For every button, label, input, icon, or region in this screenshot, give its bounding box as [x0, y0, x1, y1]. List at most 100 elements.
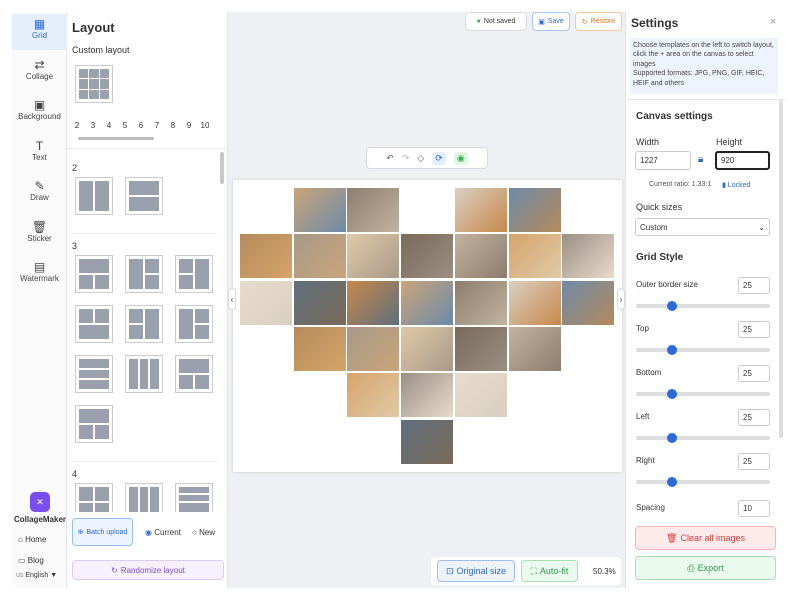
photo[interactable] [293, 234, 346, 279]
nav-item[interactable]: 🗑︎ Sticker [12, 217, 67, 253]
field-input[interactable]: 25 [738, 453, 770, 470]
layout-thumb[interactable] [75, 355, 113, 393]
photo[interactable] [240, 280, 292, 325]
photo[interactable] [347, 234, 400, 279]
photo[interactable] [401, 280, 454, 325]
next-arrow[interactable]: › [617, 288, 625, 310]
clear-all-button[interactable]: 🗑︎ Clear all images [635, 526, 776, 550]
lock-icon[interactable]: 🔒︎ [698, 154, 704, 165]
radio-new[interactable]: ○ New [192, 528, 216, 537]
field-label: Bottom [636, 368, 662, 377]
count-tab[interactable]: 9 [186, 121, 192, 130]
layout-thumb[interactable] [175, 255, 213, 293]
count-tab[interactable]: 2 [74, 121, 80, 130]
layout-thumb[interactable] [75, 405, 113, 443]
count-tab[interactable]: 8 [170, 121, 176, 130]
slider-knob[interactable] [667, 389, 677, 399]
prev-arrow[interactable]: ‹ [228, 288, 236, 310]
photo[interactable] [454, 373, 507, 418]
photo[interactable] [454, 234, 507, 279]
custom-thumb[interactable] [75, 65, 113, 103]
photo[interactable] [401, 234, 454, 279]
height-input[interactable]: 920 [715, 151, 770, 170]
preview-button[interactable]: ◉ [453, 151, 468, 165]
original-size-button[interactable]: ⊡ Original size [437, 560, 515, 582]
slider-track [636, 304, 770, 308]
layout-thumb[interactable] [125, 355, 163, 393]
photo[interactable] [454, 188, 507, 232]
count-tab[interactable]: 4 [106, 121, 112, 130]
photo[interactable] [293, 280, 346, 325]
photo[interactable] [293, 188, 346, 232]
quick-size-select[interactable]: Custom ⌄ [635, 218, 770, 236]
field-input[interactable]: 25 [738, 409, 770, 426]
nav-item[interactable]: ⇄ Collage [12, 55, 67, 91]
photo[interactable] [508, 326, 561, 371]
slider-knob[interactable] [667, 345, 677, 355]
slider-knob[interactable] [667, 433, 677, 443]
field-input[interactable]: 25 [738, 277, 770, 294]
photo[interactable] [401, 419, 454, 464]
nav-item[interactable]: ▦ Grid [12, 14, 67, 50]
slider-knob[interactable] [667, 301, 677, 311]
photo[interactable] [401, 373, 454, 418]
photo[interactable] [347, 373, 400, 418]
photo[interactable] [562, 234, 615, 279]
language-code: us [16, 572, 24, 579]
nav-item[interactable]: ✎ Draw [12, 176, 67, 212]
count-tab[interactable]: 6 [138, 121, 144, 130]
radio-current[interactable]: ◉ Current [145, 528, 181, 537]
save-button[interactable]: ▣ Save [532, 12, 570, 31]
thumb-cell [179, 359, 209, 373]
swap-button[interactable]: ⟳ [432, 151, 446, 165]
language-select[interactable]: us English ▼ [16, 572, 58, 579]
layout-thumb[interactable] [75, 255, 113, 293]
photo[interactable] [508, 188, 561, 232]
randomize-button[interactable]: ↻ Randomize layout [72, 560, 224, 580]
count-tab[interactable]: 5 [122, 121, 128, 130]
count-tab[interactable]: 7 [154, 121, 160, 130]
restore-button[interactable]: ↻ Restore [575, 12, 622, 31]
layout-thumb[interactable] [125, 255, 163, 293]
photo[interactable] [347, 188, 400, 232]
layout-thumb[interactable] [75, 177, 113, 215]
undo-button[interactable]: ↶ [386, 152, 394, 163]
photo[interactable] [293, 326, 346, 371]
photo[interactable] [240, 234, 292, 279]
home-link[interactable]: ⌂ Home [18, 535, 47, 544]
photo[interactable] [401, 326, 454, 371]
photo[interactable] [347, 280, 400, 325]
batch-upload-button[interactable]: ⊕ Batch upload [72, 518, 133, 546]
layout-thumb[interactable] [175, 305, 213, 343]
thumb-cell [139, 359, 149, 389]
width-input[interactable]: 1227 [635, 151, 691, 170]
layout-thumb[interactable] [75, 305, 113, 343]
export-button[interactable]: ⎙ Export [635, 556, 776, 580]
nav-item[interactable]: ▣ Background [12, 95, 67, 131]
count-tab[interactable]: 3 [90, 121, 96, 130]
photo[interactable] [454, 326, 507, 371]
photo[interactable] [508, 234, 561, 279]
layout-thumb[interactable] [125, 483, 163, 512]
photo[interactable] [347, 326, 400, 371]
field-input[interactable]: 25 [738, 365, 770, 382]
clear-button[interactable]: ◇ [417, 152, 425, 163]
field-input[interactable]: 25 [738, 321, 770, 338]
layout-thumb[interactable] [125, 305, 163, 343]
slider-knob[interactable] [667, 477, 677, 487]
close-button[interactable]: × [770, 16, 777, 28]
layout-thumb[interactable] [175, 355, 213, 393]
count-tab[interactable]: 10 [200, 121, 210, 130]
redo-button[interactable]: ↷ [401, 152, 410, 163]
field-input[interactable]: 10 [738, 500, 770, 517]
photo[interactable] [562, 280, 615, 325]
photo[interactable] [454, 280, 507, 325]
layout-thumb[interactable] [125, 177, 163, 215]
nav-item[interactable]: ▤ Watermark [12, 257, 67, 293]
auto-fit-button[interactable]: ⛶ Auto-fit [521, 560, 578, 582]
layout-thumb[interactable] [175, 483, 213, 512]
nav-item[interactable]: T Text [12, 136, 67, 172]
blog-link[interactable]: ▭ Blog [18, 556, 44, 565]
layout-thumb[interactable] [75, 483, 113, 512]
photo[interactable] [508, 280, 561, 325]
